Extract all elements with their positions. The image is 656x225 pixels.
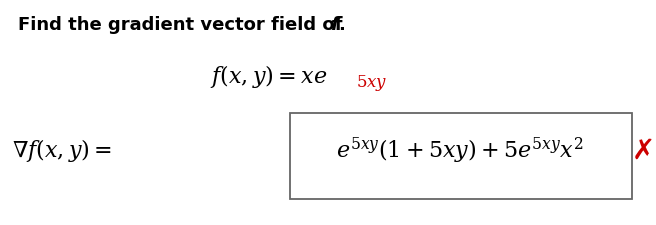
Text: $\nabla \mathit{f}(x, y) =$: $\nabla \mathit{f}(x, y) =$	[12, 137, 112, 164]
Text: $5xy$: $5xy$	[356, 73, 388, 93]
Text: $\mathit{f}(x, y) = x\mathit{e}$: $\mathit{f}(x, y) = x\mathit{e}$	[210, 63, 327, 90]
Text: Find the gradient vector field of: Find the gradient vector field of	[18, 16, 349, 34]
Text: .: .	[338, 16, 345, 34]
Text: $e^{5xy}(1 + 5xy) + 5e^{5xy}x^2$: $e^{5xy}(1 + 5xy) + 5e^{5xy}x^2$	[337, 135, 584, 165]
FancyBboxPatch shape	[290, 113, 632, 199]
Text: f: f	[330, 16, 338, 34]
Text: ✗: ✗	[631, 136, 655, 164]
